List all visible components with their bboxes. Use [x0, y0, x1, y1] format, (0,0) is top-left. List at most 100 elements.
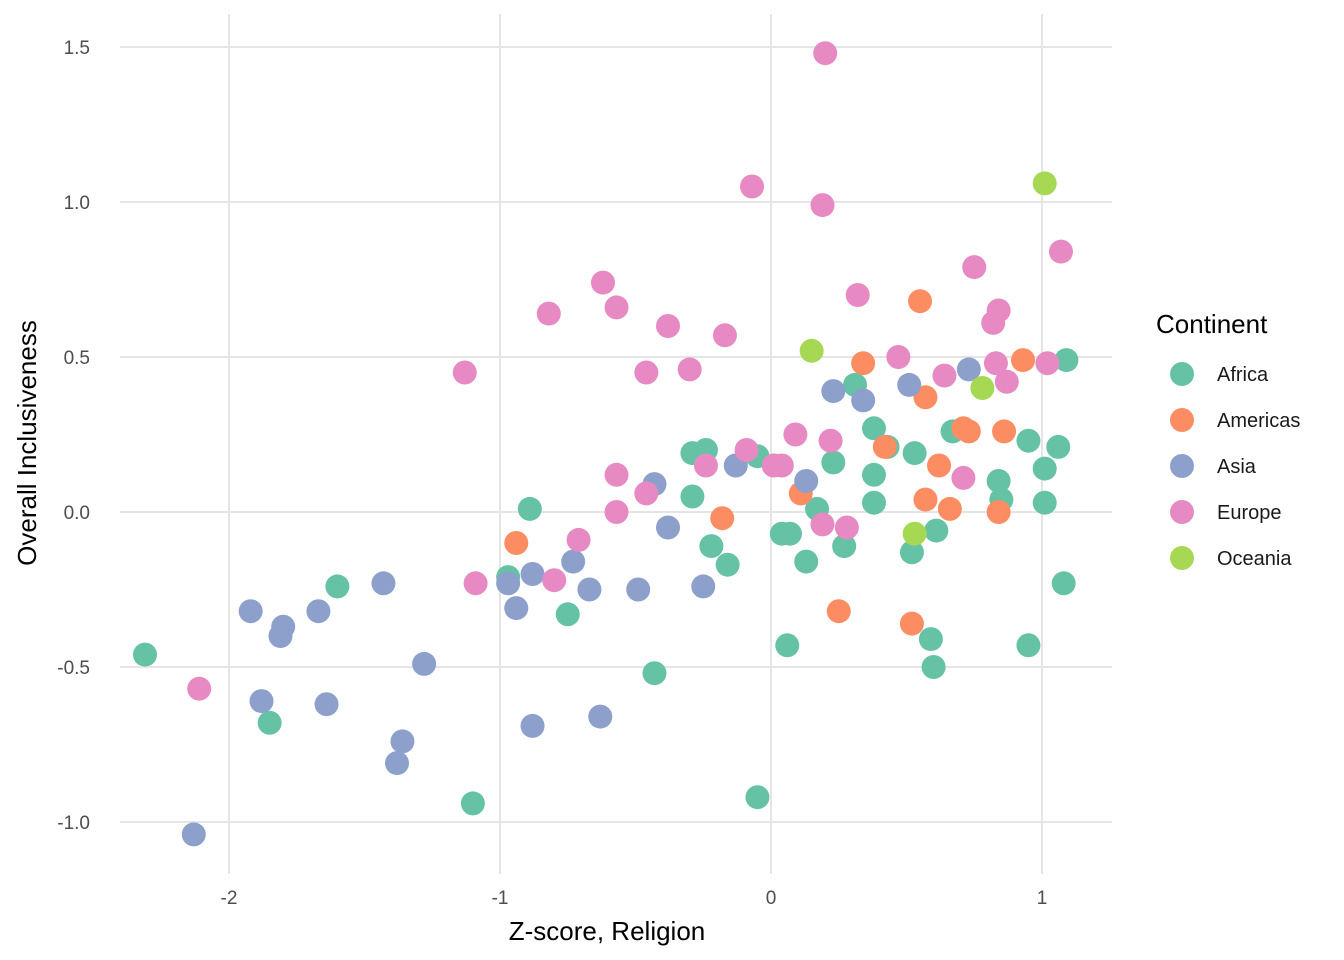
data-point: [604, 295, 629, 320]
data-point: [634, 481, 659, 506]
data-point: [783, 422, 808, 447]
data-point: [851, 388, 876, 413]
data-point: [588, 704, 613, 729]
data-point: [1048, 239, 1073, 264]
legend-key-americas: [1170, 408, 1194, 432]
data-point: [412, 651, 437, 676]
data-point: [712, 323, 737, 348]
x-tick-label: 0: [766, 888, 777, 909]
data-point: [577, 577, 602, 602]
legend-label-oceania: Oceania: [1217, 548, 1292, 570]
data-point: [913, 385, 938, 410]
gridlines: [120, 14, 1112, 874]
data-point: [899, 540, 924, 565]
data-point: [983, 351, 1008, 376]
data-point: [921, 655, 946, 679]
data-point: [886, 345, 911, 369]
data-point: [951, 465, 976, 490]
data-point: [918, 627, 943, 652]
y-axis-title: Overall Inclusiveness: [12, 320, 42, 566]
legend-label-europe: Europe: [1217, 502, 1282, 524]
data-point: [902, 441, 927, 466]
data-point: [861, 490, 886, 515]
data-point: [897, 372, 922, 397]
data-point: [496, 571, 521, 596]
data-point: [818, 428, 843, 453]
data-point: [452, 360, 477, 385]
data-point: [699, 534, 724, 559]
data-point: [845, 283, 870, 307]
data-point: [520, 562, 545, 586]
legend-key-oceania: [1170, 546, 1194, 570]
data-point: [634, 360, 659, 385]
data-point: [604, 500, 629, 524]
data-point: [913, 487, 938, 512]
data-point: [542, 568, 567, 593]
data-point: [794, 469, 819, 493]
data-point: [385, 751, 410, 776]
data-point: [734, 438, 759, 462]
data-point: [832, 534, 857, 559]
data-point: [932, 363, 957, 388]
data-point: [992, 419, 1017, 444]
data-point: [821, 379, 846, 404]
legend-title: Continent: [1156, 309, 1268, 339]
y-tick-label: -1.0: [57, 813, 90, 834]
data-point: [986, 500, 1011, 524]
data-point: [937, 496, 962, 521]
data-point: [962, 255, 987, 280]
data-point: [872, 434, 897, 459]
data-point: [504, 596, 529, 621]
x-tick-labels: -2 -1 0 1: [221, 888, 1048, 909]
data-point: [902, 521, 927, 546]
data-point: [956, 357, 981, 382]
data-point: [810, 512, 835, 537]
data-point: [693, 453, 718, 478]
data-point: [1032, 490, 1057, 515]
data-point: [769, 453, 794, 478]
data-points: [132, 41, 1079, 847]
data-point: [536, 301, 561, 326]
data-point: [677, 357, 702, 382]
series-americas: [504, 289, 1036, 636]
y-tick-label: 0.5: [64, 348, 90, 369]
x-tick-label: -1: [492, 888, 509, 909]
data-point: [325, 574, 350, 599]
legend-label-africa: Africa: [1217, 364, 1269, 386]
data-point: [794, 549, 819, 574]
data-point: [1016, 428, 1041, 453]
data-point: [626, 577, 651, 602]
data-point: [691, 574, 716, 599]
data-point: [970, 376, 995, 400]
data-point: [1054, 348, 1079, 373]
data-point: [986, 469, 1011, 493]
data-point: [851, 351, 876, 376]
data-point: [956, 419, 981, 444]
legend-label-asia: Asia: [1217, 456, 1257, 478]
legend-label-americas: Americas: [1217, 410, 1300, 432]
legend-key-asia: [1170, 454, 1194, 478]
x-tick-label: -2: [221, 888, 238, 909]
data-point: [1046, 434, 1071, 459]
x-axis-title: Z-score, Religion: [509, 916, 706, 946]
data-point: [238, 599, 263, 624]
data-point: [566, 527, 591, 552]
y-tick-label: 1.5: [64, 38, 90, 59]
data-point: [810, 193, 835, 218]
data-point: [710, 506, 735, 531]
data-point: [181, 822, 206, 847]
data-point: [777, 521, 802, 546]
data-point: [1032, 456, 1057, 481]
series-europe: [187, 41, 1073, 701]
data-point: [715, 552, 740, 577]
y-tick-label: 0.0: [64, 503, 90, 524]
series-asia: [181, 357, 981, 847]
data-point: [775, 633, 800, 658]
data-point: [249, 689, 274, 714]
legend-key-africa: [1170, 362, 1194, 386]
data-point: [986, 298, 1011, 323]
data-point: [861, 462, 886, 487]
data-point: [656, 515, 681, 540]
data-point: [927, 453, 952, 478]
data-point: [642, 661, 667, 686]
